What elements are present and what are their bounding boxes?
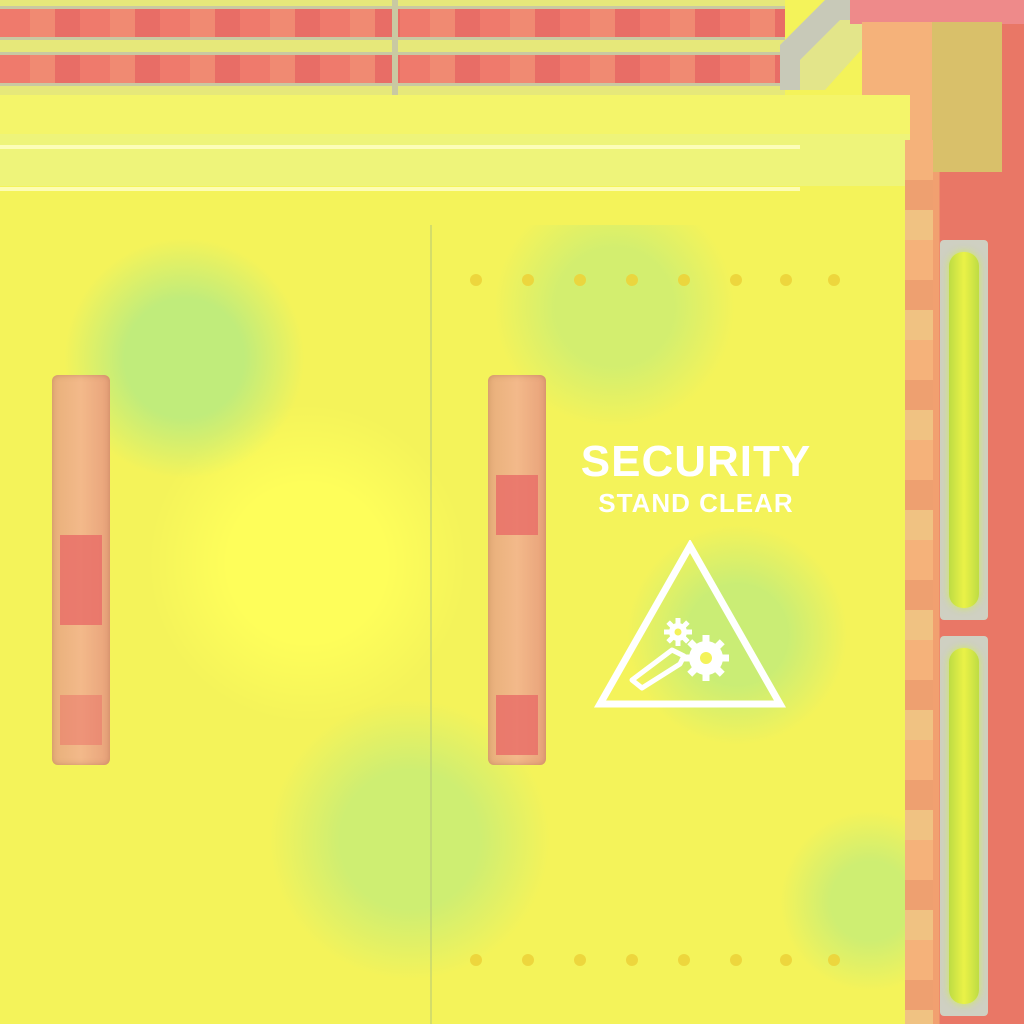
rivet (626, 274, 638, 286)
light-panel-bottom (940, 636, 988, 1016)
rivet (828, 274, 840, 286)
vertical-slot-middle (488, 375, 546, 765)
rivet (678, 954, 690, 966)
rivet (470, 274, 482, 286)
light-panel-top (940, 240, 988, 620)
slot-marker (60, 535, 102, 625)
light-tube (949, 252, 979, 608)
rivet (574, 274, 586, 286)
rivet (780, 954, 792, 966)
rivet (470, 954, 482, 966)
rivet (678, 274, 690, 286)
rivet (574, 954, 586, 966)
panel-seam (430, 225, 432, 1024)
top-trim (0, 0, 785, 95)
vertical-slot-left (52, 375, 110, 765)
rivet (522, 274, 534, 286)
corner-chevron (780, 0, 870, 90)
slot-marker (496, 695, 538, 755)
security-sign-subtitle: STAND CLEAR (598, 488, 794, 518)
corner-block-top (850, 0, 1024, 24)
security-sign-title: SECURITY (580, 437, 812, 486)
rivet (828, 954, 840, 966)
slot-marker (60, 695, 102, 745)
rivet (626, 954, 638, 966)
upper-band-line (0, 187, 800, 191)
rivet (730, 954, 742, 966)
upper-band (0, 95, 910, 225)
panel-edge-strip (905, 140, 933, 1024)
rivet (780, 274, 792, 286)
top-trim-seam (392, 0, 398, 95)
light-tube (949, 648, 979, 1004)
upper-band-line (0, 145, 800, 149)
gear-hazard-warning-icon (594, 540, 786, 708)
rivet (730, 274, 742, 286)
rivet (522, 954, 534, 966)
slot-marker (496, 475, 538, 535)
